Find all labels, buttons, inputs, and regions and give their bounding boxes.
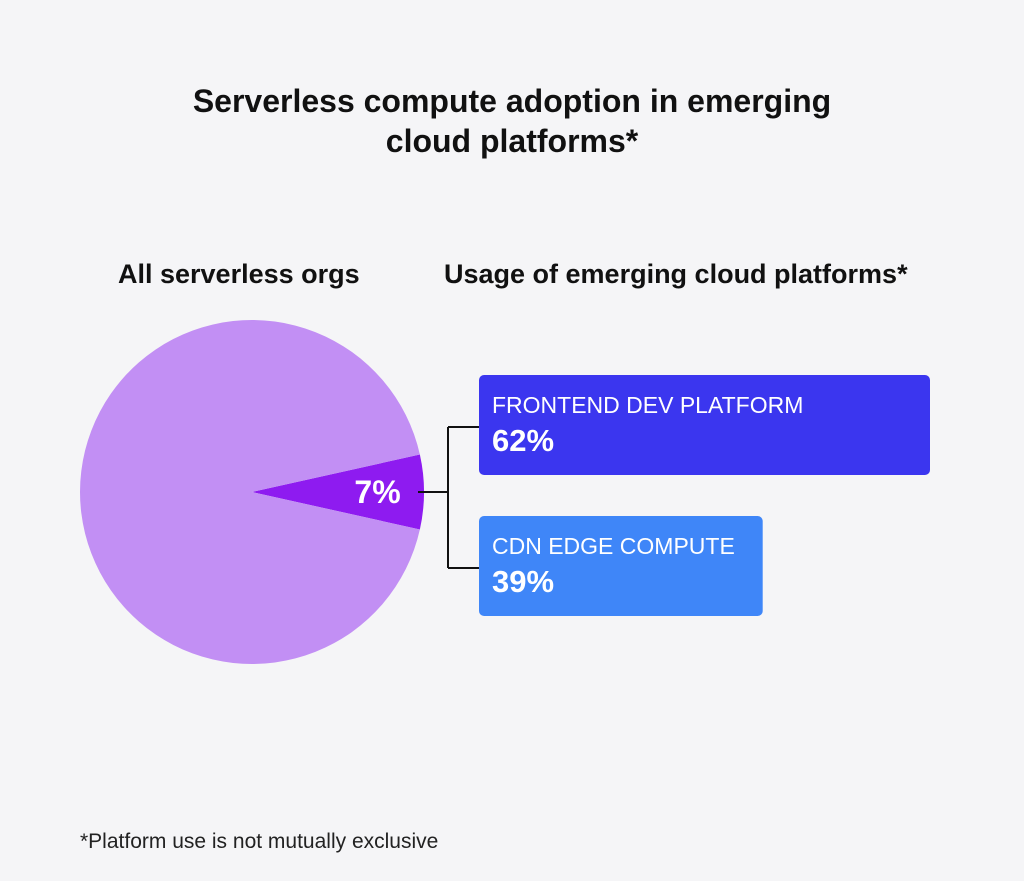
bar-value-label: 39% — [492, 564, 554, 599]
bar-2 — [479, 516, 763, 616]
bar-value-label: 62% — [492, 423, 554, 458]
bar-category-label: FRONTEND DEV PLATFORM — [492, 392, 803, 418]
bar-section-label: Usage of emerging cloud platforms* — [444, 259, 908, 289]
pie-slice-label: 7% — [354, 474, 400, 510]
chart-title-line-1: Serverless compute adoption in emerging — [193, 83, 831, 119]
bar-chart: FRONTEND DEV PLATFORM 62% CDN EDGE COMPUTE… — [479, 375, 930, 616]
pie-slice-2 — [80, 319, 420, 664]
bar-category-label: CDN EDGE COMPUTE — [492, 533, 735, 559]
connector-bracket — [418, 426, 479, 569]
bar-1 — [479, 375, 930, 475]
pie-section-label: All serverless orgs — [118, 259, 360, 289]
pie-slice-highlight — [252, 454, 424, 530]
footnote: *Platform use is not mutually exclusive — [80, 830, 438, 853]
chart-title-line-2: cloud platforms* — [386, 123, 639, 159]
pie-chart: 7% — [80, 319, 424, 664]
